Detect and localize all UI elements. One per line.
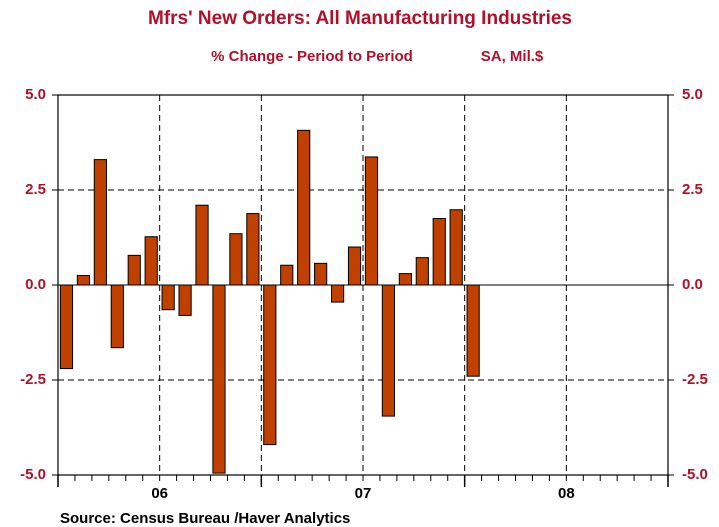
y-tick-label: 2.5 <box>25 181 46 198</box>
bar <box>76 275 91 286</box>
bar <box>263 284 277 446</box>
bar <box>246 213 260 286</box>
bar <box>229 233 243 286</box>
bar <box>466 284 480 377</box>
x-year-label: 07 <box>355 485 372 502</box>
bar <box>93 159 107 286</box>
bar <box>280 264 294 286</box>
y-tick-label: -5.0 <box>20 466 46 483</box>
y-tick-label: -2.5 <box>20 371 46 388</box>
chart-subtitle: % Change - Period to Period <box>211 48 413 65</box>
bar <box>347 246 362 286</box>
bar <box>110 284 124 349</box>
bar <box>59 284 74 370</box>
bar <box>364 156 379 286</box>
y2-tick-label: -5.0 <box>682 466 708 483</box>
bar <box>297 129 311 286</box>
bar <box>178 284 192 316</box>
y2-tick-label: 2.5 <box>682 181 703 198</box>
chart-title: Mfrs' New Orders: All Manufacturing Indu… <box>148 8 572 29</box>
y2-tick-label: -2.5 <box>682 371 708 388</box>
units-label: SA, Mil.$ <box>481 48 544 65</box>
x-year-label: 08 <box>558 485 575 502</box>
bar <box>212 284 226 474</box>
source-note: Source: Census Bureau /Haver Analytics <box>60 510 350 527</box>
bar <box>195 204 209 286</box>
bar <box>432 218 446 286</box>
bar <box>449 209 463 286</box>
bar <box>330 284 345 303</box>
bar <box>314 262 328 286</box>
bar <box>398 273 412 286</box>
bar <box>127 254 141 286</box>
y-tick-label: 5.0 <box>25 86 46 103</box>
y-tick-label: 0.0 <box>25 276 46 293</box>
bar <box>381 284 396 417</box>
bar <box>144 236 158 286</box>
x-year-label: 06 <box>151 485 168 502</box>
bar <box>415 257 429 286</box>
y2-tick-label: 5.0 <box>682 86 703 103</box>
bar <box>161 284 175 311</box>
y2-tick-label: 0.0 <box>682 276 703 293</box>
